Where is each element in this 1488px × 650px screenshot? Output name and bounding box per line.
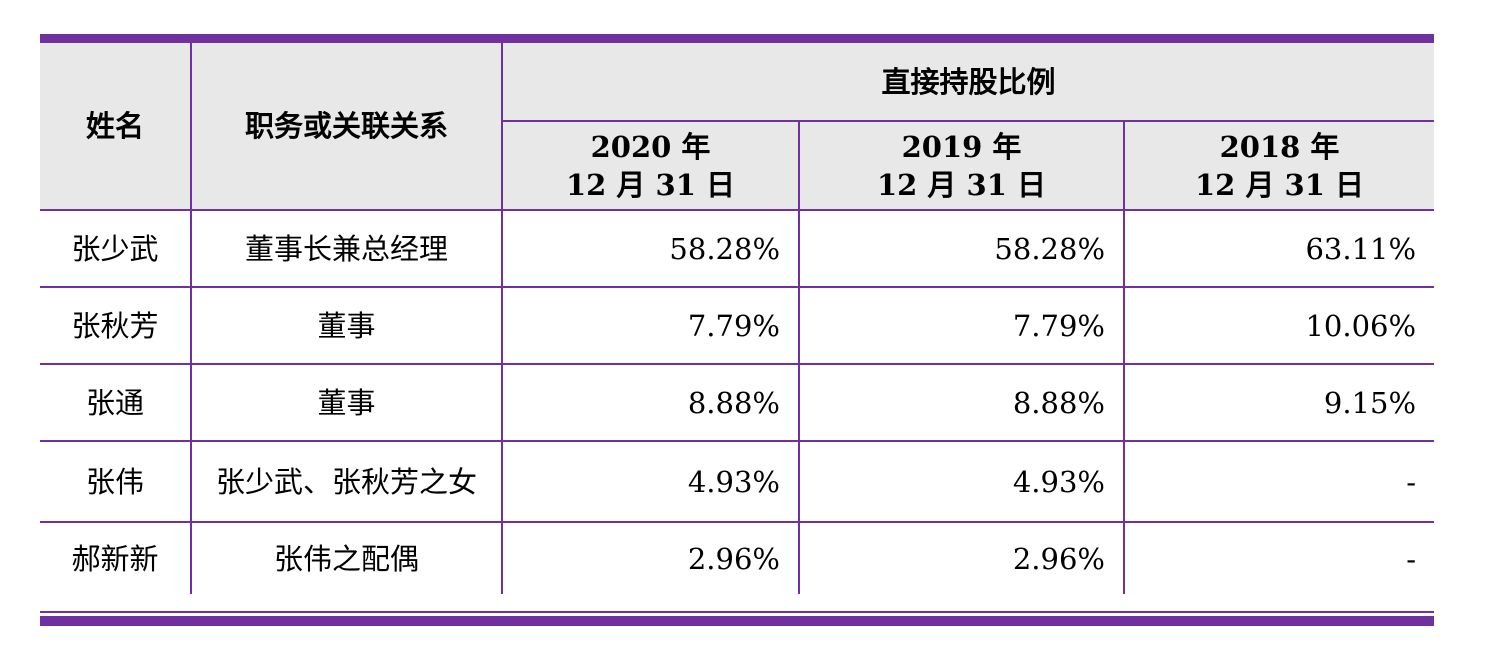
cell-name: 张通 [40,363,192,442]
cell-value-2018: 10.06% [1122,286,1435,365]
cell-name: 张少武 [40,209,192,288]
table-row: 张少武 董事长兼总经理 58.28% 58.28% 63.11% [40,209,1435,288]
cell-value-2018: 9.15% [1122,363,1435,442]
cell-value-2020: 8.88% [501,363,800,442]
header-year-2020: 2020 年 12 月 31 日 [502,120,800,211]
cell-value-2020: 4.93% [501,440,800,523]
table-top-rule [40,34,1434,43]
cell-value-2019: 8.88% [798,363,1125,442]
header-year-2018-date: 12 月 31 日 [1195,167,1365,202]
cell-value-2019: 4.93% [798,440,1125,523]
cell-value-2020: 58.28% [501,209,800,288]
table-row: 张伟 张少武、张秋芳之女 4.93% 4.93% - [40,440,1435,523]
shareholding-table: 姓名 职务或关联关系 直接持股比例 2020 年 12 月 31 日 2019 … [40,43,1435,594]
header-year-2020-date: 12 月 31 日 [565,167,735,202]
table-row: 张秋芳 董事 7.79% 7.79% 10.06% [40,286,1435,365]
header-year-2018-year: 2018 年 [1219,129,1340,164]
header-name: 姓名 [40,43,192,211]
header-year-2019: 2019 年 12 月 31 日 [798,120,1125,211]
cell-value-2019: 2.96% [798,521,1125,594]
cell-value-2018: - [1122,521,1435,594]
cell-role: 张少武、张秋芳之女 [190,440,503,523]
table-row: 郝新新 张伟之配偶 2.96% 2.96% - [40,521,1435,594]
cell-name: 张伟 [40,440,192,523]
cell-value-2020: 2.96% [501,521,800,594]
cell-name: 张秋芳 [40,286,192,365]
cell-role: 董事 [190,363,503,442]
header-year-2018: 2018 年 12 月 31 日 [1122,120,1435,211]
header-direct-holding-ratio: 直接持股比例 [500,43,1435,122]
cell-value-2020: 7.79% [501,286,800,365]
cell-value-2019: 58.28% [798,209,1125,288]
cell-name: 郝新新 [40,521,192,594]
table-bottom-rule-thin [40,611,1434,613]
cell-role: 董事 [190,286,503,365]
cell-value-2018: - [1122,440,1435,523]
header-year-2019-year: 2019 年 [901,129,1022,164]
cell-value-2019: 7.79% [798,286,1125,365]
cell-role: 董事长兼总经理 [190,209,503,288]
header-year-2019-date: 12 月 31 日 [876,167,1046,202]
header-role: 职务或关联关系 [190,43,503,211]
cell-role: 张伟之配偶 [190,521,503,594]
table-bottom-rule [40,616,1434,626]
cell-value-2018: 63.11% [1122,209,1435,288]
header-year-2020-year: 2020 年 [590,129,711,164]
table-row: 张通 董事 8.88% 8.88% 9.15% [40,363,1435,442]
